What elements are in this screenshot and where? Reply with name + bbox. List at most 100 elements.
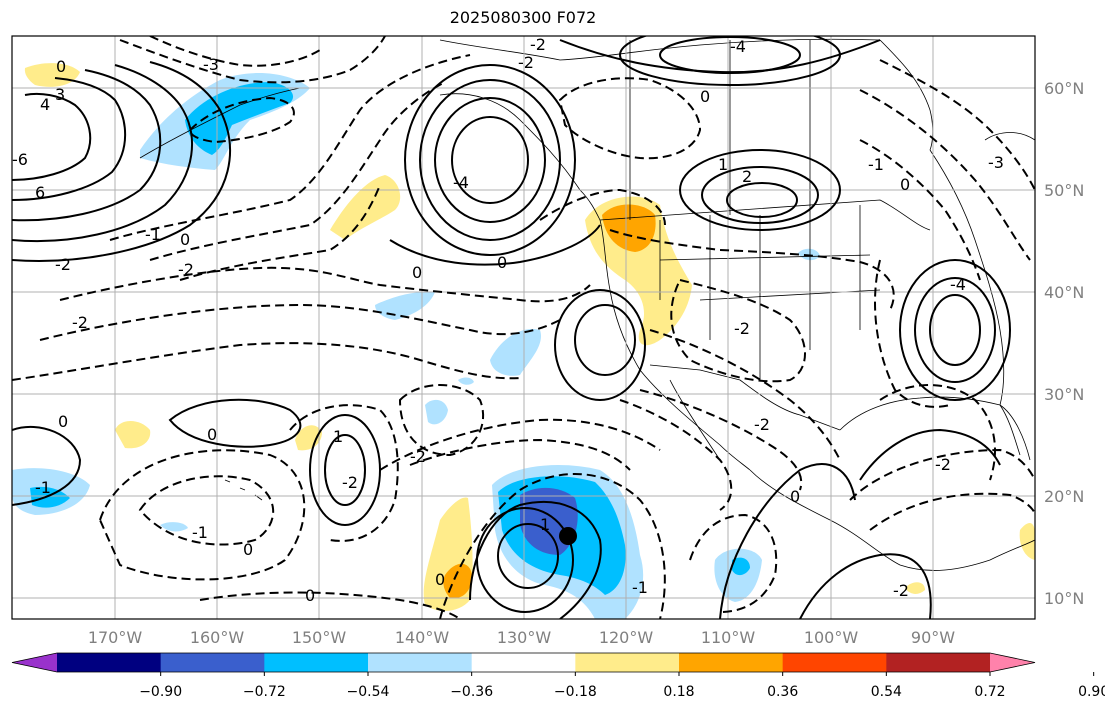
contour-neg-east-4 (874, 259, 951, 408)
contour-label: 0 (305, 586, 315, 605)
contour-high-alaska-3 (434, 97, 546, 223)
colorbar-tick-label: 0.72 (974, 684, 1005, 700)
dashed-contours (12, 36, 1035, 619)
contour-west-high-5 (12, 92, 92, 181)
contour-label: -1 (868, 155, 884, 174)
contour-west-high-4 (12, 77, 127, 201)
colorbar-segment (264, 653, 369, 672)
contour-label: 1 (540, 515, 550, 534)
contour-neg-pnw (539, 188, 666, 226)
border-state-1 (659, 205, 881, 380)
contour-label: -2 (754, 415, 770, 434)
graticule (12, 36, 1035, 619)
contour-label: -2 (530, 35, 546, 54)
contour-label: -1 (35, 478, 51, 497)
border-us-canada (599, 199, 931, 231)
lon-label: 130°W (497, 628, 552, 647)
contour-label: -4 (950, 275, 966, 294)
contour-label: 0 (790, 487, 800, 506)
lat-label: 20°N (1044, 487, 1084, 506)
contour-label: -2 (734, 319, 750, 338)
colorbar-segment (886, 653, 991, 672)
contour-neg-west-us-1 (609, 229, 895, 311)
colorbar-extend-high (990, 653, 1035, 672)
contour-label: -1 (145, 225, 161, 244)
shade-pacific-negative-2 (490, 329, 541, 376)
border-us-mexico (649, 364, 841, 431)
contour-label: -2 (72, 313, 88, 332)
contour-neg-gulf-ak (558, 77, 702, 160)
contour-label: -2 (55, 255, 71, 274)
coast-newfoundland (984, 132, 1035, 141)
contour-neg-west-us-3 (649, 329, 841, 461)
lon-label: 150°W (292, 628, 347, 647)
colorbar-tick-label: 0.90 (1078, 684, 1105, 700)
contour-neg-ne-1 (879, 59, 1035, 191)
shade-pacific-positive-1 (330, 175, 401, 240)
colorbar-segment (368, 653, 473, 672)
contour-label: -4 (730, 37, 746, 56)
colorbar-tick-label: −0.54 (347, 684, 390, 700)
contour-neg-5 (149, 81, 446, 261)
colorbar-segment (471, 653, 576, 672)
contour-label: -2 (518, 53, 534, 72)
shade-central-positive-2 (295, 425, 322, 451)
contour-neg-tc-east (689, 513, 778, 613)
colorbar-segment (57, 653, 162, 672)
contour-neg-baja (619, 399, 733, 511)
contour-west-low (12, 425, 82, 506)
contour-neg-pac-3 (379, 418, 661, 471)
shade-epac-negative-light (714, 548, 762, 602)
contour-neg-alaska-2 (149, 36, 321, 67)
contour-label: -3 (988, 153, 1004, 172)
contour-canada-low-2 (701, 166, 819, 224)
colorbar-tick-label: 0.18 (663, 684, 694, 700)
contour-label: 3 (55, 85, 65, 104)
contour-cal-low-1 (554, 289, 646, 401)
contour-label: -2 (342, 473, 358, 492)
colorbar-extend-low (12, 653, 57, 672)
colorbar-tick-label: −0.90 (139, 684, 182, 700)
shade-east-positive (1019, 523, 1035, 560)
contour-label: 1 (333, 427, 343, 446)
contour-se-zero (799, 553, 932, 619)
contour-label: -2 (935, 455, 951, 474)
contour-west-high-2 (12, 64, 193, 243)
contour-label: 0 (58, 412, 68, 431)
lat-label: 60°N (1044, 79, 1084, 98)
contour-zero-pacific (389, 224, 601, 266)
contour-neg-pac-2 (409, 438, 631, 471)
lon-label: 140°W (395, 628, 450, 647)
coast-east-na (929, 149, 1005, 406)
coast-hudson (879, 39, 934, 151)
shade-pacific-negative-1 (375, 291, 435, 320)
shade-pacific-negative-3 (425, 399, 448, 425)
contour-label: -1 (192, 523, 208, 542)
contour-mexico-zero (719, 463, 856, 619)
contour-canada-north-2 (659, 36, 801, 74)
shade-nw-positive (24, 63, 80, 87)
contour-canada-north-1 (619, 36, 841, 86)
contour-label: 0 (243, 540, 253, 559)
contour-west-high-1 (12, 61, 231, 262)
shade-gulf-positive (905, 582, 925, 594)
contour-neg-central-1 (138, 475, 275, 546)
colorbar-segment (160, 653, 265, 672)
contour-neg-west-us-4 (639, 389, 803, 491)
contour-neg-alaska-1 (119, 36, 386, 84)
colorbar-tick-label: 0.36 (767, 684, 798, 700)
colorbar-segment (782, 653, 887, 672)
contour-neg-central-3 (289, 404, 399, 542)
contour-gulf-zero (859, 428, 1001, 481)
lon-label: 160°W (190, 628, 245, 647)
colorbar: −0.90 −0.72 −0.54 −0.36 −0.18 0.18 0.36 0.54 0.7… (11, 652, 1105, 700)
colorbar-outline (11, 652, 1036, 673)
contour-label: -2 (178, 260, 194, 279)
shade-pnw-positive-mid (602, 204, 656, 252)
contour-east-high-1 (899, 259, 1011, 401)
contour-label: 6 (35, 183, 45, 202)
contour-neg-4 (109, 54, 471, 241)
contour-neg-3 (12, 342, 521, 381)
coast-north-canada (439, 38, 881, 61)
